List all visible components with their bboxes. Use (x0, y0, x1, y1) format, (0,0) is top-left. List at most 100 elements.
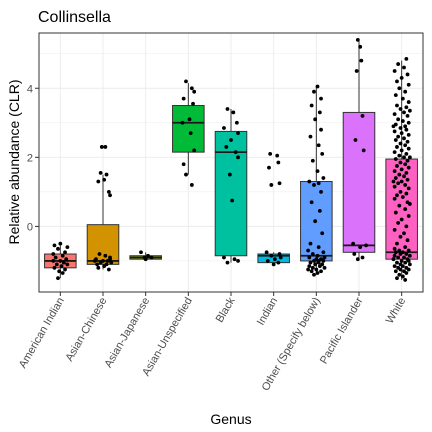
data-point (353, 138, 358, 142)
data-point (56, 276, 60, 281)
data-point (315, 253, 320, 258)
box-2 (86, 174, 120, 270)
data-point (399, 75, 404, 80)
data-point (52, 243, 57, 248)
data-point (354, 69, 359, 73)
data-point (191, 101, 195, 106)
data-point (312, 89, 316, 94)
data-point (405, 113, 410, 118)
data-point (315, 84, 320, 89)
data-point (97, 252, 102, 256)
data-point (92, 259, 97, 263)
data-point (229, 138, 233, 142)
data-point (391, 257, 396, 262)
data-point (189, 86, 194, 91)
data-point (398, 126, 403, 130)
data-point (405, 158, 410, 163)
data-point (395, 145, 399, 149)
data-point (317, 264, 322, 268)
data-point (400, 264, 405, 268)
data-point (231, 110, 236, 115)
data-point (60, 271, 65, 275)
data-point (51, 259, 56, 263)
data-point (269, 253, 274, 258)
data-point (398, 234, 403, 239)
data-point (65, 262, 70, 267)
box-5 (214, 108, 248, 263)
data-point (307, 179, 312, 184)
data-point (393, 176, 398, 180)
data-point (407, 262, 412, 267)
data-point (395, 193, 399, 198)
data-point (396, 221, 401, 225)
data-point (60, 253, 65, 258)
data-point (403, 143, 408, 148)
data-point (316, 143, 321, 148)
data-point (400, 195, 405, 199)
data-point (403, 89, 408, 94)
data-point (146, 253, 150, 258)
data-point (227, 172, 232, 177)
y-axis-ticks: 0 2 4 (27, 83, 39, 233)
data-point (95, 262, 100, 267)
data-point (232, 257, 237, 262)
data-point (406, 132, 411, 137)
data-point (275, 153, 280, 158)
data-point (393, 138, 398, 142)
data-point (224, 145, 229, 149)
data-point (407, 155, 412, 160)
data-point (393, 269, 398, 274)
data-point (396, 181, 401, 186)
data-point (321, 259, 326, 263)
data-point (277, 252, 282, 256)
data-point (308, 134, 313, 139)
data-point (402, 255, 406, 260)
box-body (172, 105, 205, 153)
data-point (316, 181, 321, 186)
data-point (396, 62, 401, 66)
data-point (393, 210, 398, 215)
data-point (400, 119, 405, 123)
data-point (398, 267, 403, 272)
data-point (192, 89, 197, 94)
x-axis-ticks: American IndianAsian-ChineseAsian-Japane… (17, 292, 408, 393)
data-point (403, 245, 408, 250)
data-point (181, 96, 186, 101)
data-point (306, 267, 311, 272)
data-point (406, 100, 411, 104)
data-point (402, 110, 406, 115)
data-point (402, 65, 406, 70)
data-point (315, 271, 320, 275)
data-point (395, 164, 399, 168)
data-point (61, 260, 66, 265)
data-point (103, 145, 108, 149)
data-point (230, 198, 235, 203)
data-point (395, 260, 399, 265)
data-point (392, 129, 397, 134)
data-point (397, 272, 402, 277)
data-point (184, 79, 188, 84)
data-point (404, 191, 409, 196)
data-point (407, 108, 412, 113)
data-point (395, 79, 399, 84)
y-tick-label: 4 (27, 83, 33, 95)
data-point (317, 208, 322, 213)
data-point (307, 255, 312, 260)
data-point (307, 264, 312, 268)
data-point (108, 257, 112, 262)
data-point (102, 264, 107, 268)
data-point (398, 252, 403, 256)
data-point (399, 131, 404, 136)
data-point (308, 241, 313, 246)
data-point (403, 260, 408, 265)
data-point (358, 44, 363, 49)
data-point (393, 157, 398, 161)
data-point (406, 186, 411, 191)
data-point (319, 96, 323, 101)
data-point (314, 267, 319, 272)
box-9 (385, 60, 418, 280)
data-point (404, 170, 409, 175)
data-point (358, 245, 363, 250)
data-point (321, 250, 326, 255)
